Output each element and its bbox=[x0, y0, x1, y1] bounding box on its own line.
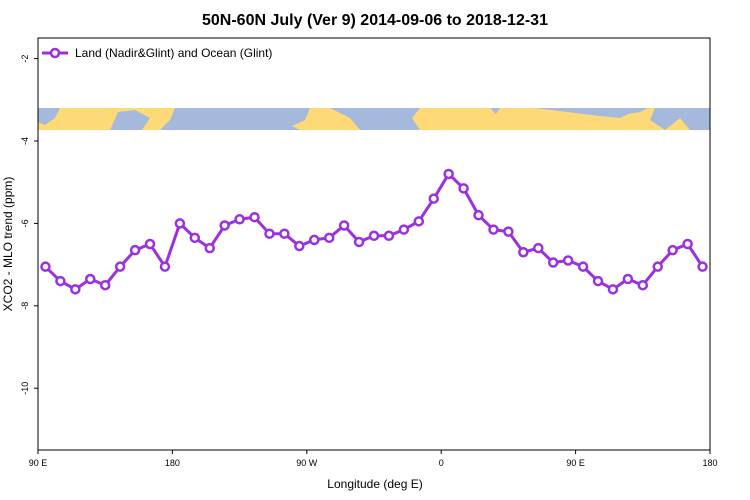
data-point bbox=[607, 284, 619, 295]
data-point bbox=[353, 236, 365, 248]
data-point bbox=[682, 238, 693, 250]
data-point bbox=[55, 275, 66, 287]
data-point bbox=[637, 279, 649, 291]
data-point bbox=[398, 224, 410, 235]
chart-title: 50N-60N July (Ver 9) 2014-09-06 to 2018-… bbox=[202, 12, 548, 29]
data-point bbox=[667, 244, 678, 256]
y-axis-label: XCO2 - MLO trend (ppm) bbox=[1, 177, 15, 312]
data-point bbox=[428, 193, 439, 204]
data-point bbox=[323, 232, 335, 244]
x-axis-label: Longitude (deg E) bbox=[327, 477, 422, 491]
data-point bbox=[697, 261, 708, 272]
data-point bbox=[622, 273, 634, 285]
data-point bbox=[294, 240, 305, 252]
x-tick-label: 180 bbox=[165, 458, 180, 468]
data-point bbox=[144, 238, 156, 250]
data-point bbox=[413, 216, 425, 227]
data-point bbox=[189, 232, 201, 244]
data-point bbox=[518, 246, 529, 258]
legend-label: Land (Nadir&Glint) and Ocean (Glint) bbox=[75, 46, 272, 60]
data-point bbox=[309, 234, 320, 246]
data-point bbox=[40, 261, 51, 272]
legend: Land (Nadir&Glint) and Ocean (Glint) bbox=[42, 46, 272, 60]
data-point bbox=[652, 261, 663, 272]
data-point bbox=[249, 211, 260, 223]
data-point bbox=[592, 275, 604, 287]
y-tick-label: -4 bbox=[20, 137, 30, 145]
data-point bbox=[368, 230, 380, 242]
data-point bbox=[533, 242, 544, 254]
data-point bbox=[383, 230, 395, 242]
y-tick-label: -8 bbox=[20, 302, 30, 310]
data-point bbox=[114, 261, 126, 272]
data-point bbox=[443, 168, 454, 180]
x-tick-label: 90 E bbox=[29, 458, 48, 468]
data-point bbox=[577, 261, 589, 272]
y-tick-label: -6 bbox=[20, 219, 30, 227]
data-point bbox=[70, 284, 81, 295]
data-point bbox=[129, 244, 141, 256]
plot-frame bbox=[37, 37, 711, 451]
data-point bbox=[234, 214, 245, 225]
data-point bbox=[547, 257, 559, 268]
x-tick-label: 90 E bbox=[566, 458, 585, 468]
data-point bbox=[458, 183, 469, 194]
map-strip bbox=[38, 108, 710, 130]
data-point bbox=[174, 218, 186, 229]
y-tick-label: -10 bbox=[20, 382, 30, 395]
data-point bbox=[85, 273, 96, 285]
data-point bbox=[264, 228, 275, 239]
x-tick-label: 0 bbox=[439, 458, 444, 468]
legend-marker bbox=[49, 47, 61, 59]
data-point bbox=[159, 261, 171, 272]
data-point bbox=[473, 209, 484, 221]
x-tick-label: 90 W bbox=[296, 458, 318, 468]
data-point bbox=[204, 242, 215, 254]
x-tick-label: 180 bbox=[702, 458, 717, 468]
data-point bbox=[338, 220, 350, 231]
data-point bbox=[219, 220, 230, 231]
data-point bbox=[99, 279, 111, 291]
data-point bbox=[503, 226, 514, 237]
data-point bbox=[279, 228, 290, 239]
y-tick-label: -2 bbox=[20, 55, 30, 63]
data-point bbox=[562, 255, 574, 266]
data-point bbox=[488, 224, 499, 235]
